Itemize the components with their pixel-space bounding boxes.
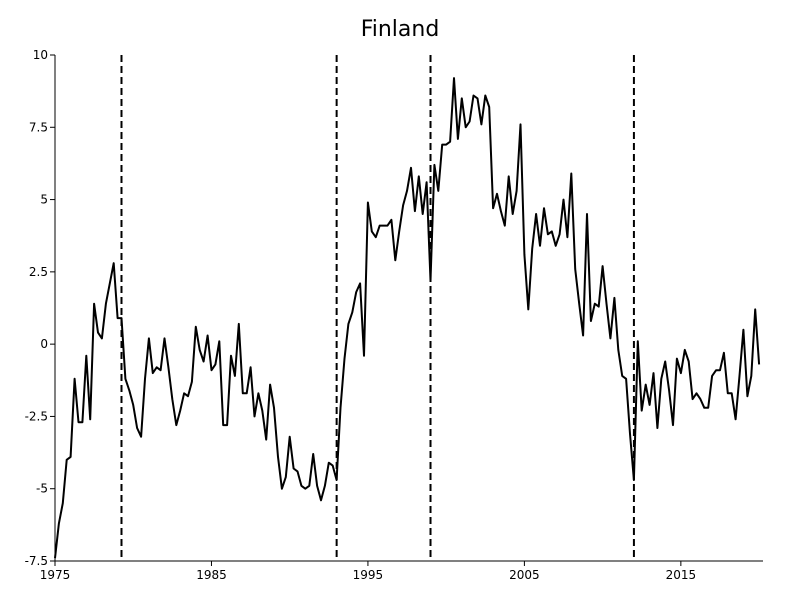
y-tick-label: 7.5 (29, 120, 48, 134)
vertical-reference-lines (120, 55, 635, 561)
y-tick-label: -5 (36, 482, 48, 496)
x-tick-label: 1995 (353, 568, 384, 582)
y-tick-label: 2.5 (29, 265, 48, 279)
y-tick-label: 0 (40, 337, 48, 351)
x-tick-label: 1985 (196, 568, 227, 582)
series-line (54, 77, 761, 559)
series-layer (54, 77, 761, 559)
x-tick-label: 1975 (40, 568, 71, 582)
x-tick-label: 2005 (509, 568, 540, 582)
y-tick-label: -2.5 (25, 409, 48, 423)
y-tick-label: 10 (33, 48, 48, 62)
x-tick-label: 2015 (666, 568, 697, 582)
y-tick-label: 5 (40, 193, 48, 207)
y-tick-label: -7.5 (25, 554, 48, 568)
axes: -7.5 -5 -2.5 0 2.5 5 7.5 10 1975 1985 1995 2005 2015 (25, 48, 763, 582)
chart-title: Finland (361, 17, 440, 42)
